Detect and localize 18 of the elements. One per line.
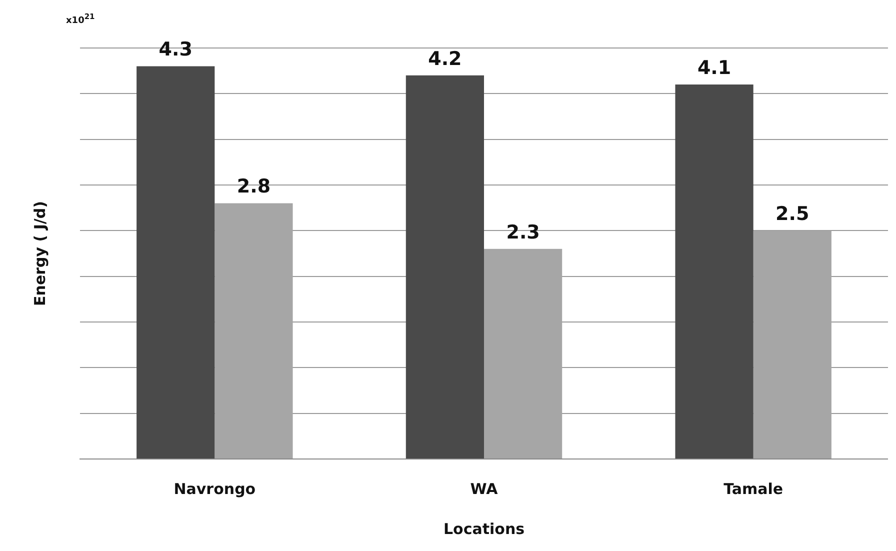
data-label: 4.3 (158, 38, 192, 61)
data-label: 4.2 (428, 48, 462, 70)
text: x10$^{21}$ (66, 12, 95, 26)
data-label: 2.8 (236, 176, 271, 198)
data-label: 2.5 (776, 203, 810, 226)
bar (406, 75, 484, 458)
y-axis-title: Energy ( J/d) (30, 201, 49, 306)
bar (675, 84, 754, 458)
x-axis-title: Locations (443, 520, 525, 538)
data-label: 4.1 (697, 56, 732, 79)
x-tick-label: Tamale (724, 480, 784, 498)
bar (136, 66, 215, 458)
bar (484, 248, 562, 458)
data-label: 2.3 (506, 221, 540, 244)
x-tick-label: WA (470, 480, 498, 498)
bar (214, 203, 293, 458)
x-tick-label: Navrongo (174, 480, 256, 498)
bar (753, 230, 832, 458)
